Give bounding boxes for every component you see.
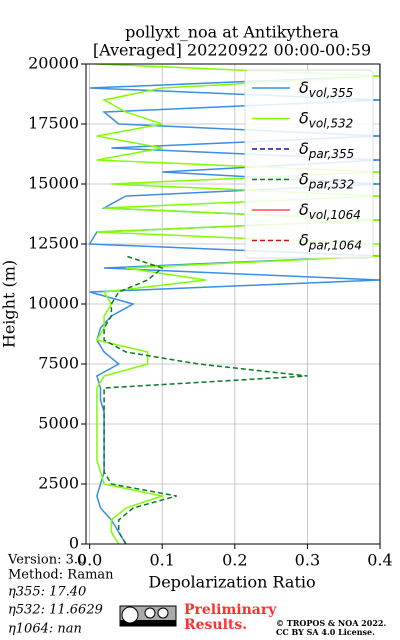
- copyright: © TROPOS & NOA 2022.: [276, 618, 386, 628]
- eta532: η532: 11.6629: [8, 603, 103, 618]
- y-tick-label: 7500: [38, 354, 79, 373]
- x-tick-label: 0.1: [149, 551, 174, 570]
- eta1064: η1064: nan: [8, 622, 82, 637]
- y-tick-label: 5000: [38, 414, 79, 433]
- results: Results.: [184, 617, 247, 633]
- chart-title: pollyxt_noa at Antikythera: [125, 23, 339, 42]
- legend-label: δvol,355: [299, 78, 353, 100]
- y-axis-label: Height (m): [0, 260, 19, 348]
- y-tick-label: 10000: [28, 294, 79, 313]
- legend-label: δvol,532: [299, 108, 353, 130]
- eta355: η355: 17.40: [8, 585, 86, 600]
- y-tick-label: 17500: [28, 114, 79, 133]
- cc-logo: [119, 605, 177, 627]
- legend-label: δpar,355: [299, 139, 354, 161]
- profile-line: [103, 255, 308, 544]
- y-tick-label: 12500: [28, 234, 79, 253]
- version: Version: 3.0: [7, 553, 86, 568]
- legend-label: δvol,1064: [299, 200, 361, 222]
- x-tick-label: 0.3: [295, 551, 320, 570]
- y-tick-label: 15000: [28, 174, 79, 193]
- license: CC BY SA 4.0 License.: [276, 627, 375, 637]
- plot-frame: [85, 63, 381, 545]
- chart-subtitle: [Averaged] 20220922 00:00-00:59: [93, 41, 371, 60]
- x-tick-label: 0.0: [77, 551, 102, 570]
- method: Method: Raman: [8, 568, 114, 583]
- x-axis-label: Depolarization Ratio: [148, 573, 315, 592]
- y-tick-label: 20000: [28, 54, 79, 73]
- x-tick-label: 0.4: [367, 551, 392, 570]
- y-tick-label: 2500: [38, 474, 79, 493]
- x-tick-label: 0.2: [222, 551, 247, 570]
- legend-box: [244, 69, 374, 259]
- legend: δvol,355 δvol,532 δpar,355 δpar,532 δvol,106…: [244, 69, 374, 259]
- plot-lines: [88, 64, 380, 544]
- preliminary: Preliminary: [184, 602, 277, 618]
- legend-label: δpar,1064: [299, 230, 362, 252]
- legend-label: δpar,532: [299, 169, 354, 191]
- y-tick-label: 0: [69, 534, 79, 553]
